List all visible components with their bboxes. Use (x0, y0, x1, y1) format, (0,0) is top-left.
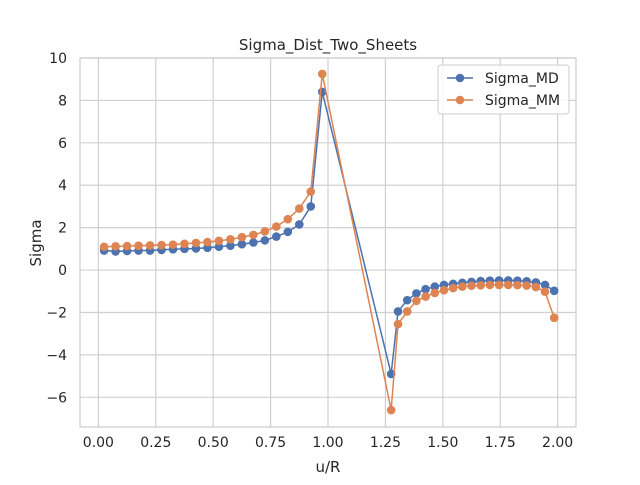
data-point (549, 313, 559, 323)
x-tick-label: 2.00 (542, 435, 573, 451)
data-point (122, 241, 132, 251)
legend: Sigma_MD Sigma_MM (437, 64, 570, 115)
data-point (540, 280, 550, 290)
data-point (249, 238, 258, 247)
data-point (226, 235, 235, 244)
y-tick-labels: −6 −4 −2 0 2 4 6 8 10 (46, 51, 67, 406)
series (99, 69, 559, 415)
data-point (283, 214, 293, 224)
data-point (306, 202, 316, 211)
data-point (421, 284, 430, 294)
data-point (317, 69, 327, 79)
data-point (145, 241, 155, 250)
data-point (540, 287, 550, 297)
data-point (393, 319, 403, 329)
series-sigma-mm (99, 69, 559, 415)
y-tick-label: −4 (46, 348, 67, 364)
data-point (476, 281, 486, 290)
data-point (260, 236, 270, 245)
data-point (393, 307, 403, 316)
legend-marker (455, 73, 465, 83)
x-tick-labels: 0.00 0.25 0.50 0.75 1.00 1.25 1.50 1.75 2.00 (83, 435, 573, 451)
data-point (226, 241, 235, 250)
data-point (549, 286, 559, 296)
data-point (531, 282, 541, 292)
legend-label: Sigma_MM (485, 93, 560, 109)
x-tick-label: 0.75 (255, 435, 286, 451)
y-tick-label: 0 (58, 263, 67, 279)
y-axis-label: Sigma (27, 219, 45, 266)
y-tick-label: 10 (49, 51, 67, 67)
data-point (503, 280, 513, 290)
data-point (494, 280, 504, 290)
y-tick-label: −2 (46, 305, 67, 321)
data-point (180, 239, 189, 249)
data-point (157, 240, 166, 250)
y-tick-label: 8 (58, 93, 67, 109)
data-point (439, 285, 449, 295)
legend-label: Sigma_MD (485, 71, 559, 87)
y-tick-label: −6 (46, 390, 67, 406)
data-point (412, 289, 421, 298)
data-point (272, 222, 281, 231)
data-point (191, 238, 201, 248)
data-point (430, 288, 440, 298)
data-point (402, 295, 412, 305)
data-point (386, 405, 396, 415)
legend-marker (455, 95, 465, 105)
data-point (522, 281, 531, 290)
chart-title: Sigma_Dist_Two_Sheets (239, 36, 417, 55)
plot-frame (79, 57, 577, 428)
data-point (283, 227, 293, 237)
data-point (272, 232, 281, 241)
data-point (203, 237, 212, 247)
data-point (294, 220, 304, 229)
data-point (237, 232, 247, 242)
data-point (214, 236, 224, 246)
series-line (104, 91, 555, 375)
data-point (421, 292, 430, 301)
data-point (99, 242, 109, 252)
data-point (513, 280, 522, 290)
data-point (134, 241, 143, 250)
data-point (306, 187, 316, 196)
x-tick-label: 0.00 (83, 435, 114, 451)
x-tick-label: 0.25 (140, 435, 171, 451)
y-tick-label: 2 (58, 221, 67, 237)
data-point (111, 242, 120, 251)
data-point (448, 283, 458, 293)
x-tick-label: 1.00 (312, 435, 343, 451)
data-point (168, 240, 178, 249)
series-sigma-md (99, 87, 559, 379)
data-point (237, 239, 247, 249)
data-point (458, 282, 467, 291)
data-point (260, 227, 270, 236)
data-point (249, 230, 258, 240)
x-tick-label: 1.50 (427, 435, 458, 451)
data-point (214, 242, 224, 252)
data-point (412, 296, 421, 306)
x-tick-label: 0.50 (198, 435, 229, 451)
y-tick-label: 4 (58, 178, 67, 194)
data-point (294, 204, 304, 213)
legend-item: Sigma_MM (447, 93, 560, 109)
x-tick-label: 1.75 (485, 435, 516, 451)
data-point (467, 281, 476, 291)
y-tick-label: 6 (58, 136, 67, 152)
x-tick-label: 1.25 (370, 435, 401, 451)
data-point (430, 282, 440, 291)
x-axis-label: u/R (316, 458, 341, 476)
legend-item: Sigma_MD (447, 71, 559, 87)
data-point (485, 280, 495, 290)
data-point (402, 307, 412, 316)
